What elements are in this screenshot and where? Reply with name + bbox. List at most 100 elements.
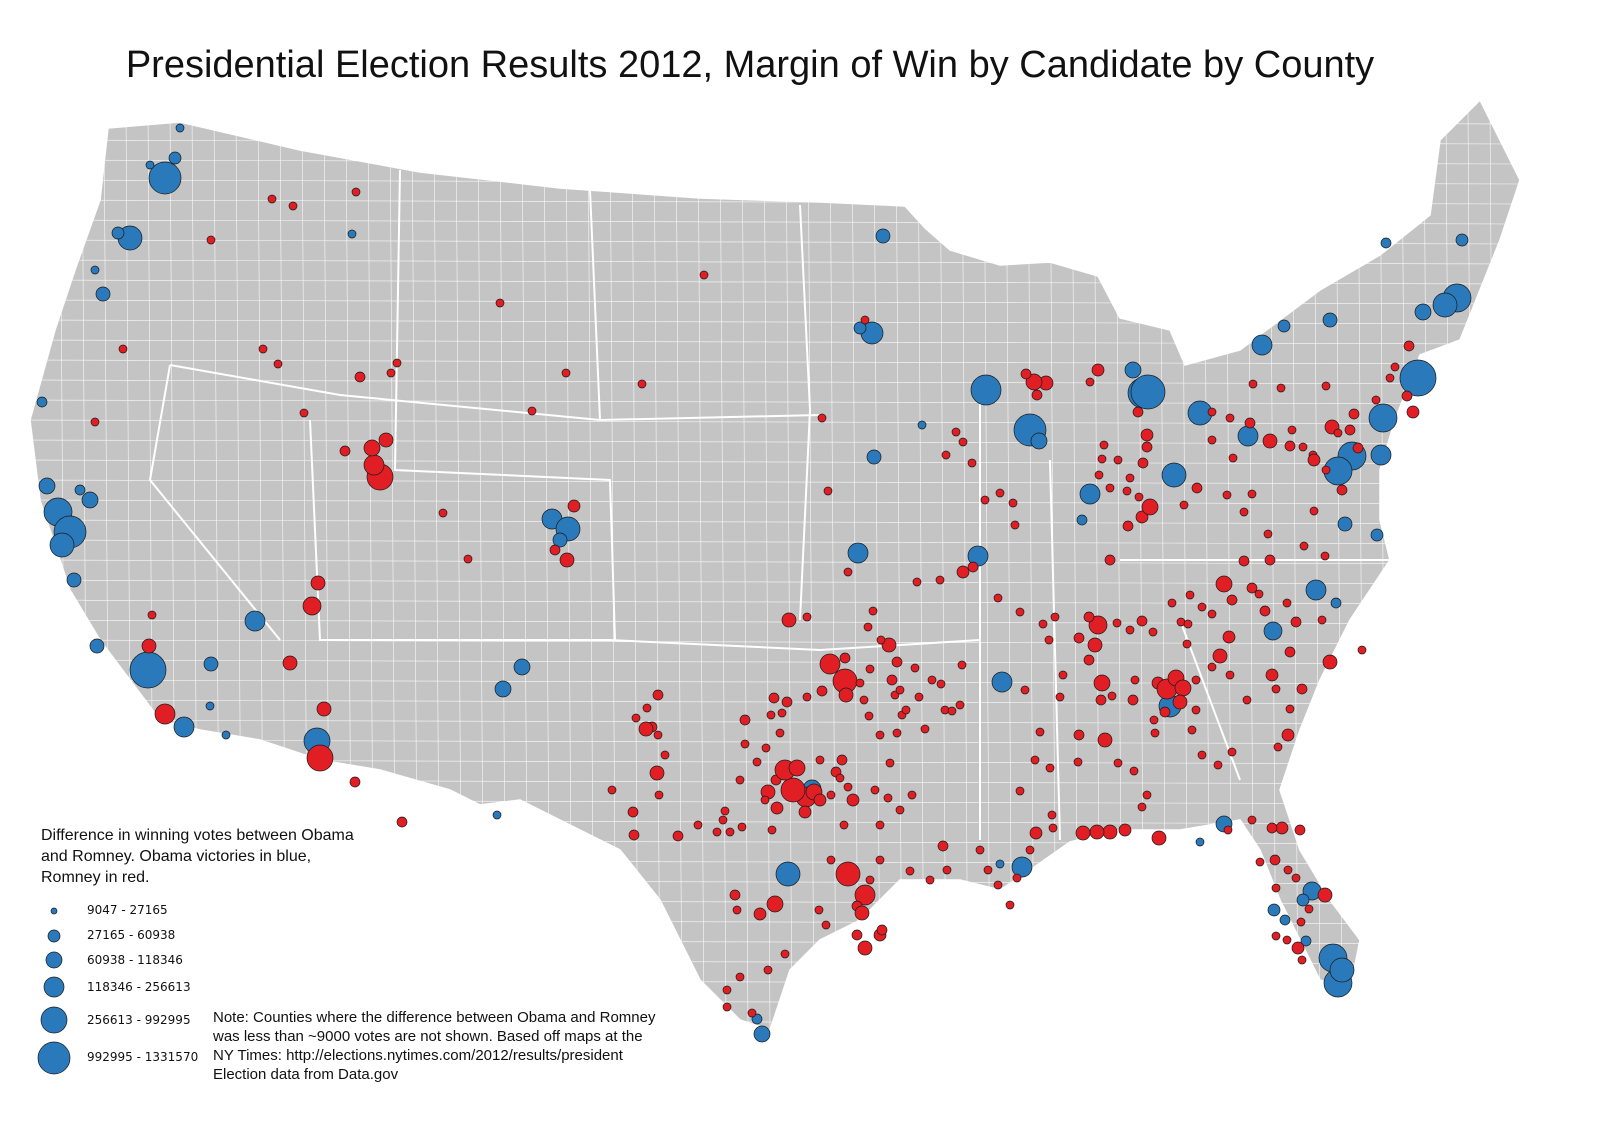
romney-margin-marker — [316, 701, 332, 717]
romney-margin-marker — [886, 674, 898, 686]
romney-margin-marker — [1225, 413, 1235, 423]
romney-margin-marker — [288, 201, 298, 211]
romney-margin-marker — [1047, 810, 1057, 820]
romney-margin-marker — [628, 829, 640, 841]
romney-margin-marker — [306, 744, 334, 772]
obama-margin-marker — [847, 542, 869, 564]
romney-margin-marker — [1058, 670, 1068, 680]
romney-margin-marker — [870, 785, 880, 795]
romney-margin-marker — [339, 445, 351, 457]
romney-margin-marker — [299, 408, 309, 418]
footnote: Note: Counties where the difference betw… — [213, 1008, 733, 1084]
legend-label-6: 992995 - 1331570 — [87, 1050, 199, 1064]
romney-margin-marker — [1151, 830, 1167, 846]
romney-margin-marker — [876, 635, 886, 645]
romney-margin-marker — [1055, 692, 1065, 702]
romney-margin-marker — [660, 750, 670, 760]
romney-margin-marker — [901, 705, 911, 715]
obama-margin-marker — [89, 638, 105, 654]
romney-margin-marker — [363, 454, 385, 476]
romney-margin-marker — [712, 827, 722, 837]
romney-margin-marker — [876, 924, 888, 936]
romney-margin-marker — [672, 830, 684, 842]
romney-margin-marker — [1135, 510, 1149, 524]
note-line-1: Note: Counties where the difference betw… — [213, 1009, 656, 1026]
obama-margin-marker — [513, 658, 531, 676]
romney-margin-marker — [815, 755, 825, 765]
romney-margin-marker — [1271, 883, 1281, 893]
romney-margin-marker — [770, 801, 784, 815]
romney-margin-marker — [843, 782, 853, 792]
romney-margin-marker — [895, 685, 905, 695]
romney-margin-marker — [860, 315, 870, 325]
romney-margin-marker — [1104, 554, 1116, 566]
romney-margin-marker — [1008, 498, 1018, 508]
romney-margin-marker — [967, 561, 979, 573]
obama-margin-marker — [1455, 233, 1469, 247]
romney-margin-marker — [1284, 646, 1296, 658]
obama-margin-marker — [1368, 403, 1398, 433]
romney-margin-marker — [1215, 575, 1233, 593]
romney-margin-marker — [883, 793, 893, 803]
romney-margin-marker — [141, 638, 157, 654]
romney-margin-marker — [1298, 442, 1308, 452]
romney-margin-marker — [637, 379, 647, 389]
romney-margin-marker — [1284, 440, 1296, 452]
romney-margin-marker — [273, 359, 283, 369]
romney-margin-marker — [1248, 379, 1258, 389]
romney-margin-marker — [1403, 340, 1415, 352]
romney-margin-marker — [1283, 865, 1293, 875]
romney-margin-marker — [1348, 408, 1360, 420]
note-line-3: NY Times: http://elections.nytimes.com/2… — [213, 1047, 623, 1064]
romney-margin-marker — [821, 920, 831, 930]
romney-margin-marker — [1087, 637, 1103, 653]
romney-margin-marker — [1015, 607, 1025, 617]
romney-margin-marker — [925, 875, 935, 885]
obama-margin-marker — [244, 610, 266, 632]
romney-margin-marker — [980, 495, 990, 505]
romney-margin-marker — [1073, 757, 1083, 767]
romney-margin-marker — [859, 695, 869, 705]
romney-margin-marker — [1333, 428, 1343, 438]
romney-margin-marker — [495, 298, 505, 308]
romney-margin-marker — [975, 845, 985, 855]
obama-margin-marker — [90, 265, 100, 275]
romney-margin-marker — [1296, 917, 1306, 927]
romney-margin-marker — [1265, 668, 1279, 682]
romney-margin-marker — [1183, 619, 1193, 629]
obama-margin-marker — [775, 861, 801, 887]
romney-margin-marker — [752, 757, 762, 767]
obama-margin-marker — [1279, 914, 1291, 926]
romney-margin-marker — [1263, 529, 1273, 539]
romney-margin-marker — [1227, 747, 1237, 757]
romney-margin-marker — [1095, 694, 1107, 706]
romney-margin-marker — [1091, 363, 1105, 377]
romney-margin-marker — [1264, 554, 1276, 566]
romney-margin-marker — [1073, 632, 1085, 644]
romney-margin-marker — [1137, 802, 1147, 812]
romney-margin-marker — [920, 724, 930, 734]
romney-margin-marker — [941, 450, 951, 460]
obama-margin-marker — [875, 228, 891, 244]
romney-margin-marker — [1148, 627, 1158, 637]
romney-margin-marker — [1266, 822, 1278, 834]
romney-margin-marker — [1075, 825, 1091, 841]
romney-margin-marker — [957, 660, 967, 670]
romney-margin-marker — [1247, 815, 1257, 825]
romney-margin-marker — [1127, 694, 1139, 706]
romney-margin-marker — [1182, 639, 1192, 649]
romney-margin-marker — [1255, 857, 1265, 867]
romney-margin-marker — [1140, 428, 1154, 442]
romney-margin-marker — [1321, 381, 1331, 391]
romney-margin-marker — [1207, 662, 1217, 672]
romney-margin-marker — [993, 880, 1003, 890]
obama-margin-marker — [36, 396, 48, 408]
romney-margin-marker — [967, 458, 977, 468]
romney-margin-marker — [826, 790, 836, 800]
romney-margin-marker — [735, 775, 745, 785]
romney-margin-marker — [1371, 395, 1381, 405]
romney-margin-marker — [1297, 955, 1307, 965]
romney-margin-marker — [642, 703, 652, 713]
romney-margin-marker — [463, 554, 473, 564]
